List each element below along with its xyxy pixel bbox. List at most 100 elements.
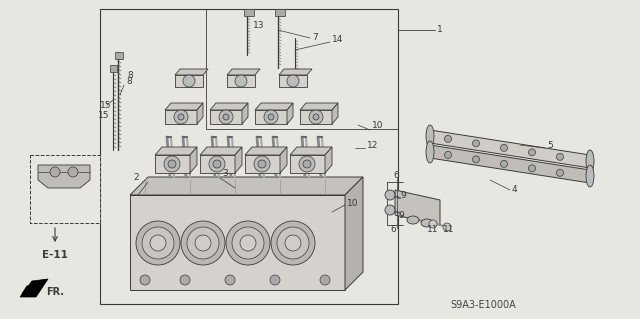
Bar (115, 52, 123, 59)
Ellipse shape (445, 135, 451, 142)
Ellipse shape (213, 160, 221, 168)
Polygon shape (165, 103, 203, 110)
Bar (100, 9, 398, 304)
Ellipse shape (258, 160, 266, 168)
Ellipse shape (174, 110, 188, 124)
Ellipse shape (320, 275, 330, 285)
Ellipse shape (271, 221, 315, 265)
Ellipse shape (443, 223, 451, 231)
Ellipse shape (219, 110, 233, 124)
Polygon shape (279, 75, 307, 87)
Ellipse shape (429, 220, 437, 228)
Text: 6: 6 (390, 226, 396, 234)
Ellipse shape (240, 235, 256, 251)
Ellipse shape (445, 152, 451, 158)
Polygon shape (245, 155, 280, 173)
Text: 10: 10 (347, 199, 358, 209)
Polygon shape (38, 165, 90, 188)
Text: 5: 5 (547, 140, 553, 150)
Ellipse shape (140, 275, 150, 285)
Bar (30, 155, 100, 223)
Ellipse shape (68, 167, 78, 177)
Polygon shape (290, 147, 332, 155)
Polygon shape (290, 155, 325, 173)
Ellipse shape (472, 156, 479, 163)
Ellipse shape (529, 149, 536, 156)
Polygon shape (245, 147, 287, 155)
Text: S9A3-E1000A: S9A3-E1000A (451, 300, 516, 310)
Polygon shape (279, 69, 312, 75)
Ellipse shape (150, 235, 166, 251)
Polygon shape (175, 69, 208, 75)
Text: 2: 2 (133, 174, 139, 182)
Ellipse shape (426, 141, 434, 163)
Ellipse shape (472, 140, 479, 147)
Ellipse shape (407, 216, 419, 224)
Polygon shape (325, 147, 332, 173)
Bar (275, 9, 285, 16)
Polygon shape (242, 103, 248, 124)
Ellipse shape (187, 227, 219, 259)
Text: 3: 3 (222, 169, 228, 179)
Ellipse shape (180, 275, 190, 285)
Polygon shape (155, 147, 197, 155)
Bar (110, 65, 117, 72)
Text: 9: 9 (400, 190, 406, 199)
Ellipse shape (264, 110, 278, 124)
Polygon shape (190, 147, 197, 173)
Bar (206, 9, 398, 129)
Bar (244, 9, 254, 16)
Polygon shape (345, 177, 363, 290)
Ellipse shape (178, 114, 184, 120)
Text: 12: 12 (367, 140, 378, 150)
Polygon shape (175, 75, 203, 87)
Ellipse shape (223, 114, 229, 120)
Polygon shape (280, 147, 287, 173)
Polygon shape (332, 103, 338, 124)
Ellipse shape (500, 160, 508, 167)
Ellipse shape (225, 275, 235, 285)
Ellipse shape (183, 75, 195, 87)
Text: 11: 11 (427, 226, 438, 234)
Text: 6: 6 (393, 170, 399, 180)
Text: 9: 9 (398, 211, 404, 219)
Polygon shape (395, 190, 440, 225)
Text: 8: 8 (126, 78, 132, 86)
Ellipse shape (195, 235, 211, 251)
Ellipse shape (309, 110, 323, 124)
Ellipse shape (277, 227, 309, 259)
Ellipse shape (181, 221, 225, 265)
Ellipse shape (500, 144, 508, 151)
Text: 15: 15 (98, 110, 109, 120)
Polygon shape (287, 103, 293, 124)
Polygon shape (235, 147, 242, 173)
Ellipse shape (529, 165, 536, 172)
Polygon shape (200, 155, 235, 173)
Ellipse shape (557, 153, 563, 160)
Ellipse shape (299, 156, 315, 172)
Ellipse shape (268, 114, 274, 120)
Polygon shape (430, 145, 590, 183)
Ellipse shape (164, 156, 180, 172)
Polygon shape (210, 110, 242, 124)
Polygon shape (130, 195, 345, 290)
Ellipse shape (270, 275, 280, 285)
Polygon shape (200, 147, 242, 155)
Text: E-11: E-11 (42, 250, 68, 260)
Text: 13: 13 (253, 20, 264, 29)
Polygon shape (130, 177, 363, 195)
Ellipse shape (313, 114, 319, 120)
Text: FR.: FR. (46, 287, 64, 297)
Polygon shape (227, 75, 255, 87)
Ellipse shape (209, 156, 225, 172)
Ellipse shape (385, 205, 395, 215)
Ellipse shape (254, 156, 270, 172)
Polygon shape (430, 130, 590, 168)
Ellipse shape (142, 227, 174, 259)
Polygon shape (255, 103, 293, 110)
Polygon shape (210, 103, 248, 110)
Text: 1: 1 (437, 26, 443, 34)
Polygon shape (165, 110, 197, 124)
Text: 7: 7 (312, 33, 317, 41)
Ellipse shape (168, 160, 176, 168)
